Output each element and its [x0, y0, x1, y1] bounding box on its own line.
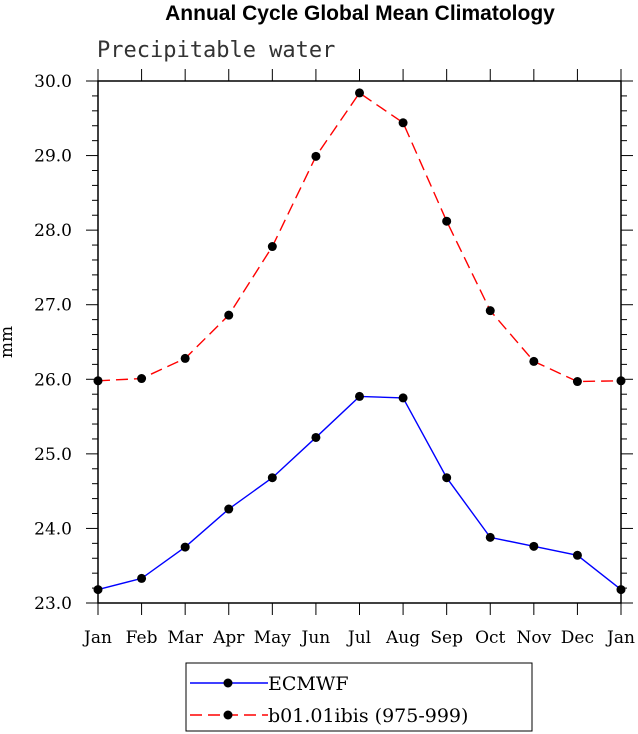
x-tick-label: Apr [212, 628, 245, 648]
data-point [180, 542, 190, 552]
plot-frame [97, 80, 622, 604]
x-tick-label: Mar [167, 628, 204, 648]
legend-label: ECMWF [268, 673, 349, 695]
data-point [267, 242, 277, 252]
data-point [311, 432, 321, 442]
data-point [398, 118, 408, 128]
data-point [529, 541, 539, 551]
data-point [616, 585, 626, 595]
x-tick-label: Nov [516, 628, 551, 648]
data-point [137, 573, 147, 583]
data-point [355, 88, 364, 98]
x-tick-label: Jul [346, 628, 371, 648]
data-point [442, 216, 452, 226]
data-point [93, 376, 103, 386]
data-point [311, 151, 321, 161]
data-point [224, 504, 234, 514]
chart-subtitle: Precipitable water [97, 38, 335, 63]
y-tick-label: 25.0 [34, 445, 72, 465]
data-point [267, 473, 277, 483]
x-tick-label: Aug [385, 628, 420, 648]
data-point [572, 377, 582, 387]
y-tick-label: 23.0 [34, 594, 72, 614]
legend-marker [223, 710, 233, 720]
legend: ECMWF b01.01ibis (975-999) [185, 662, 533, 732]
data-point [137, 374, 147, 384]
data-point [616, 376, 626, 386]
data-point [398, 393, 408, 403]
data-point [572, 550, 582, 560]
x-tick-label: May [254, 628, 292, 648]
y-tick-label: 24.0 [34, 519, 72, 539]
x-tick-label: Feb [126, 628, 158, 648]
y-tick-label: 26.0 [34, 370, 72, 390]
x-tick-label: Jan [82, 628, 112, 648]
legend-label: b01.01ibis (975-999) [268, 705, 468, 727]
data-point [355, 391, 364, 401]
y-tick-label: 30.0 [34, 72, 72, 92]
x-tick-label: Dec [561, 628, 594, 648]
x-tick-label: Jun [300, 628, 331, 648]
data-point [93, 585, 103, 595]
data-point [442, 473, 452, 483]
legend-box [185, 662, 533, 732]
y-tick-label: 27.0 [34, 296, 72, 316]
data-point [529, 356, 539, 366]
data-point [180, 353, 190, 363]
legend-marker [223, 678, 233, 688]
x-tick-label: Oct [475, 628, 505, 648]
y-tick-label: 29.0 [34, 147, 72, 167]
data-point [485, 306, 495, 316]
data-point [485, 532, 495, 542]
plot-area: 23.0 24.0 25.0 26.0 27.0 28.0 29.0 30.0 Jan Feb Ma… [34, 69, 635, 648]
x-tick-label: Jan [605, 628, 635, 648]
y-axis-label: mm [0, 326, 17, 358]
x-tick-label: Sep [430, 628, 463, 648]
chart-title: Annual Cycle Global Mean Climatology [165, 2, 555, 25]
data-point [224, 310, 234, 320]
series-line-1 [97, 91, 622, 383]
series-line-0 [97, 395, 622, 591]
y-tick-label: 28.0 [34, 221, 72, 241]
